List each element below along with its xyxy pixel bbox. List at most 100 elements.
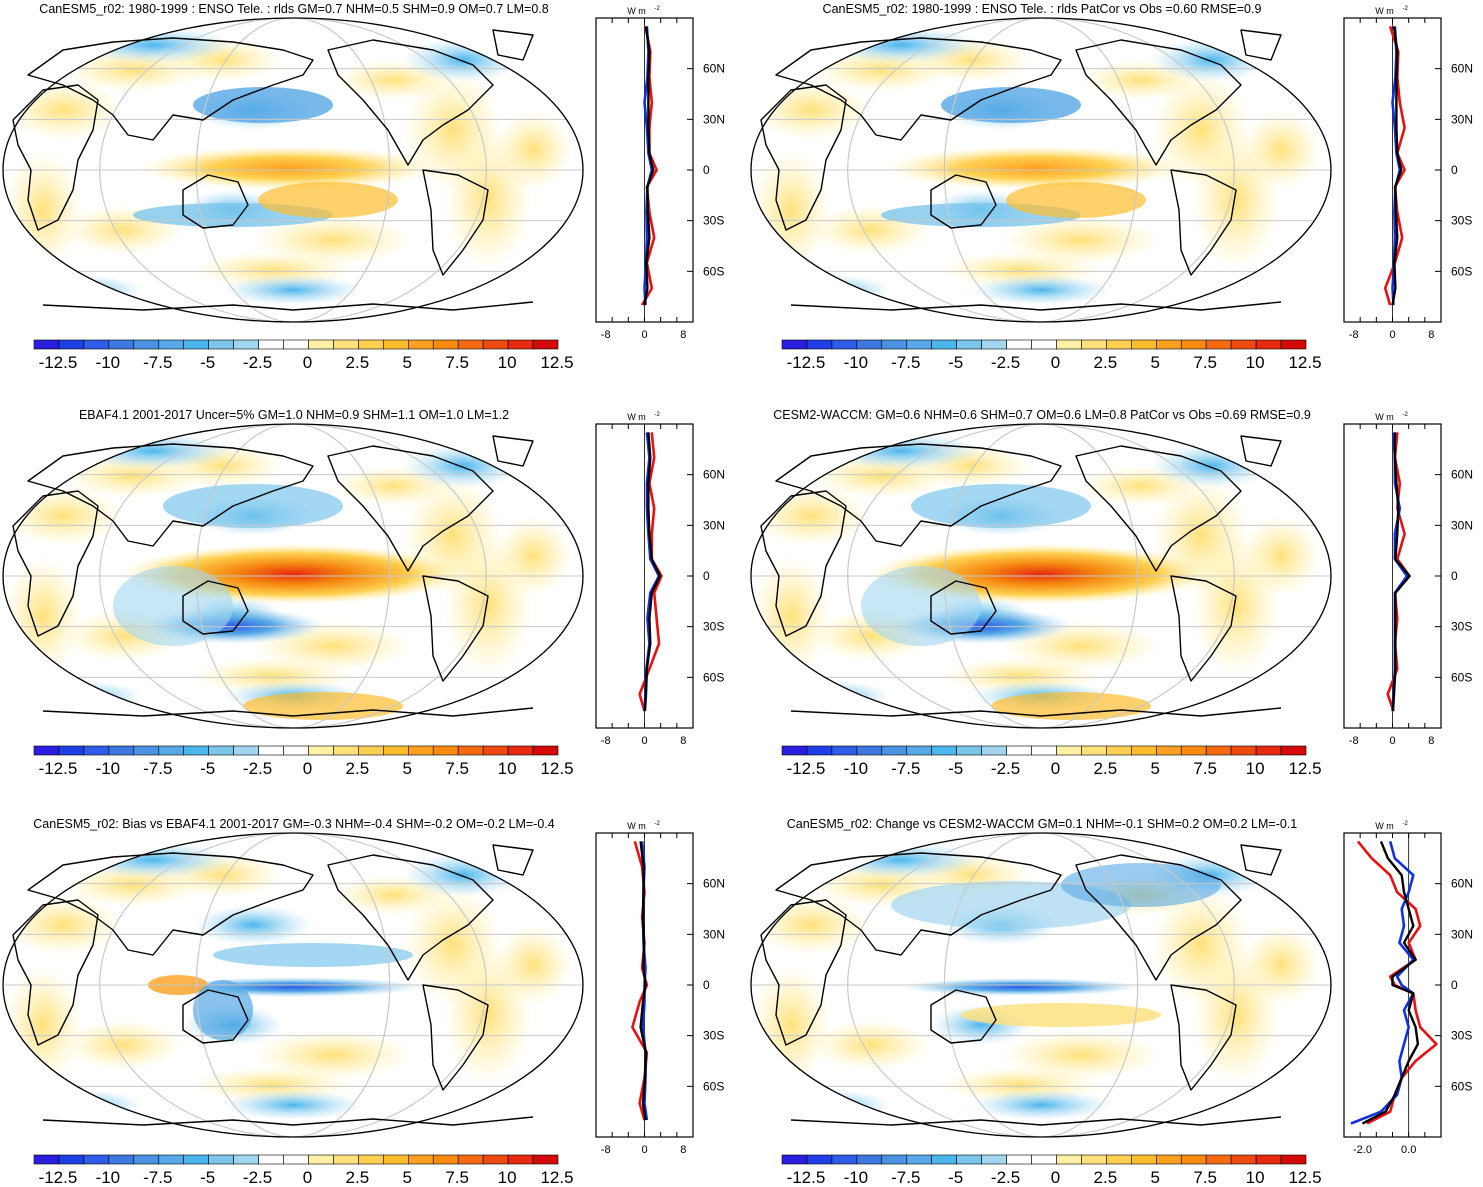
southern-ocean-positive xyxy=(243,692,403,720)
colorbar-label: 0 xyxy=(303,1168,312,1187)
colorbar-box xyxy=(158,1154,185,1165)
zonal-series-diff xyxy=(1391,26,1403,306)
units-label: W m xyxy=(1375,821,1394,831)
anomaly-patch-negative xyxy=(971,275,1111,305)
coast-australia xyxy=(930,989,997,1044)
coast-south-america xyxy=(422,169,489,276)
lat-tick-label: 30N xyxy=(703,518,725,532)
colorbar-label: -10 xyxy=(96,759,121,778)
anomaly-patch-positive xyxy=(751,965,831,1085)
colorbar-label: -5 xyxy=(948,759,963,778)
map xyxy=(2,423,584,729)
coast-australia xyxy=(182,174,249,229)
colorbar-box xyxy=(1280,339,1307,350)
x-tick-label: 0 xyxy=(641,1144,647,1156)
coast-eurasia xyxy=(775,852,1062,956)
anomaly-patch-positive xyxy=(1241,110,1321,190)
colorbar-box xyxy=(482,1154,509,1165)
south-pacific-positive xyxy=(961,1003,1161,1027)
coastlines xyxy=(760,29,1282,311)
lat-tick-label: 30N xyxy=(703,112,725,126)
north-pacific-negative xyxy=(163,484,343,528)
colorbar-label: 2.5 xyxy=(346,759,370,778)
colorbar-box xyxy=(482,339,509,350)
panel-6: CanESM5_r02: Change vs CESM2-WACCM GM=0.… xyxy=(750,817,1473,1187)
coast-south-america xyxy=(1170,575,1237,682)
x-tick-label: 0 xyxy=(1389,735,1395,747)
anomaly-patch-negative xyxy=(403,38,523,82)
map-border xyxy=(750,17,1332,323)
colorbar-box xyxy=(881,745,908,756)
arctic-negative xyxy=(1061,863,1221,907)
map-border xyxy=(2,423,584,729)
colorbar-label: 10 xyxy=(1246,759,1265,778)
coast-australia xyxy=(182,580,249,635)
enso-tongue xyxy=(886,146,1186,190)
colorbar-box xyxy=(981,339,1007,350)
lat-tick-label: 60N xyxy=(1451,468,1473,482)
colorbar-label: 10 xyxy=(498,1168,517,1187)
colorbar-label: -10 xyxy=(844,353,869,372)
lat-tick-label: 0 xyxy=(1451,978,1458,992)
colorbar-label: 7.5 xyxy=(445,353,469,372)
colorbar-box xyxy=(457,745,484,756)
colorbar-box xyxy=(333,745,359,756)
colorbar-box xyxy=(83,745,110,756)
colorbar-label: -5 xyxy=(200,353,215,372)
colorbar-box xyxy=(1280,745,1307,756)
colorbar-label: 0 xyxy=(1051,1168,1060,1187)
panel-title: CanESM5_r02: 1980-1999 : ENSO Tele. : rl… xyxy=(39,2,548,16)
colorbar-box xyxy=(1031,745,1057,756)
colorbar-box xyxy=(532,745,559,756)
colorbar: -12.5 -10 -7.5 -5 -2.5 0 2.5 5 7.5 10 12.5 xyxy=(781,745,1322,778)
colorbar-label: 10 xyxy=(1246,353,1265,372)
panel-title: CESM2-WACCM: GM=0.6 NHM=0.6 SHM=0.7 OM=0… xyxy=(773,408,1311,422)
colorbar-box xyxy=(1106,339,1132,350)
north-pacific-negative xyxy=(193,87,333,123)
coast-antarctica xyxy=(42,1116,534,1126)
colorbar-box xyxy=(856,339,883,350)
colorbar-box xyxy=(83,1154,110,1165)
anomaly-patch-positive xyxy=(1001,1030,1161,1080)
colorbar-label: 12.5 xyxy=(1288,759,1321,778)
map-field xyxy=(751,433,1331,720)
colorbar-box xyxy=(931,1154,957,1165)
lat-tick-label: 60N xyxy=(1451,877,1473,891)
colorbar-box xyxy=(432,339,459,350)
colorbar-label: -10 xyxy=(844,759,869,778)
colorbar-box xyxy=(1230,1154,1257,1165)
colorbar-box xyxy=(432,1154,459,1165)
colorbar-box xyxy=(507,745,534,756)
north-pacific-negative xyxy=(213,943,413,967)
colorbar-label: 12.5 xyxy=(540,1168,573,1187)
lat-tick-label: 30N xyxy=(703,927,725,941)
coast-north-america xyxy=(327,445,494,572)
anomaly-patch-negative xyxy=(503,845,583,885)
anomaly-patch-negative xyxy=(23,275,143,305)
colorbar-label: -10 xyxy=(844,1168,869,1187)
anomaly-patch-negative xyxy=(771,681,891,711)
colorbar-box xyxy=(1131,339,1157,350)
colorbar-box xyxy=(133,745,160,756)
colorbar-box xyxy=(83,339,110,350)
colorbar-box xyxy=(1180,745,1207,756)
colorbar: -12.5 -10 -7.5 -5 -2.5 0 2.5 5 7.5 10 12.5 xyxy=(33,745,574,778)
panel-title: CanESM5_r02: Bias vs EBAF4.1 2001-2017 G… xyxy=(33,817,554,831)
coast-greenland xyxy=(492,435,534,467)
zonal-series-diff xyxy=(643,26,655,306)
coastlines xyxy=(12,29,534,311)
colorbar-box xyxy=(58,339,85,350)
colorbar-box xyxy=(1205,1154,1232,1165)
colorbar-box xyxy=(308,1154,334,1165)
x-tick-label: 0 xyxy=(1389,329,1395,341)
coastlines xyxy=(12,435,534,717)
coastlines xyxy=(760,435,1282,717)
colorbar-box xyxy=(1006,745,1032,756)
coast-south-america xyxy=(422,575,489,682)
colorbar-label: -7.5 xyxy=(143,1168,172,1187)
x-tick-label: -8 xyxy=(1349,329,1359,341)
colorbar-box xyxy=(258,1154,284,1165)
map xyxy=(750,832,1332,1138)
coast-south-america xyxy=(1170,169,1237,276)
colorbar-box xyxy=(283,1154,309,1165)
